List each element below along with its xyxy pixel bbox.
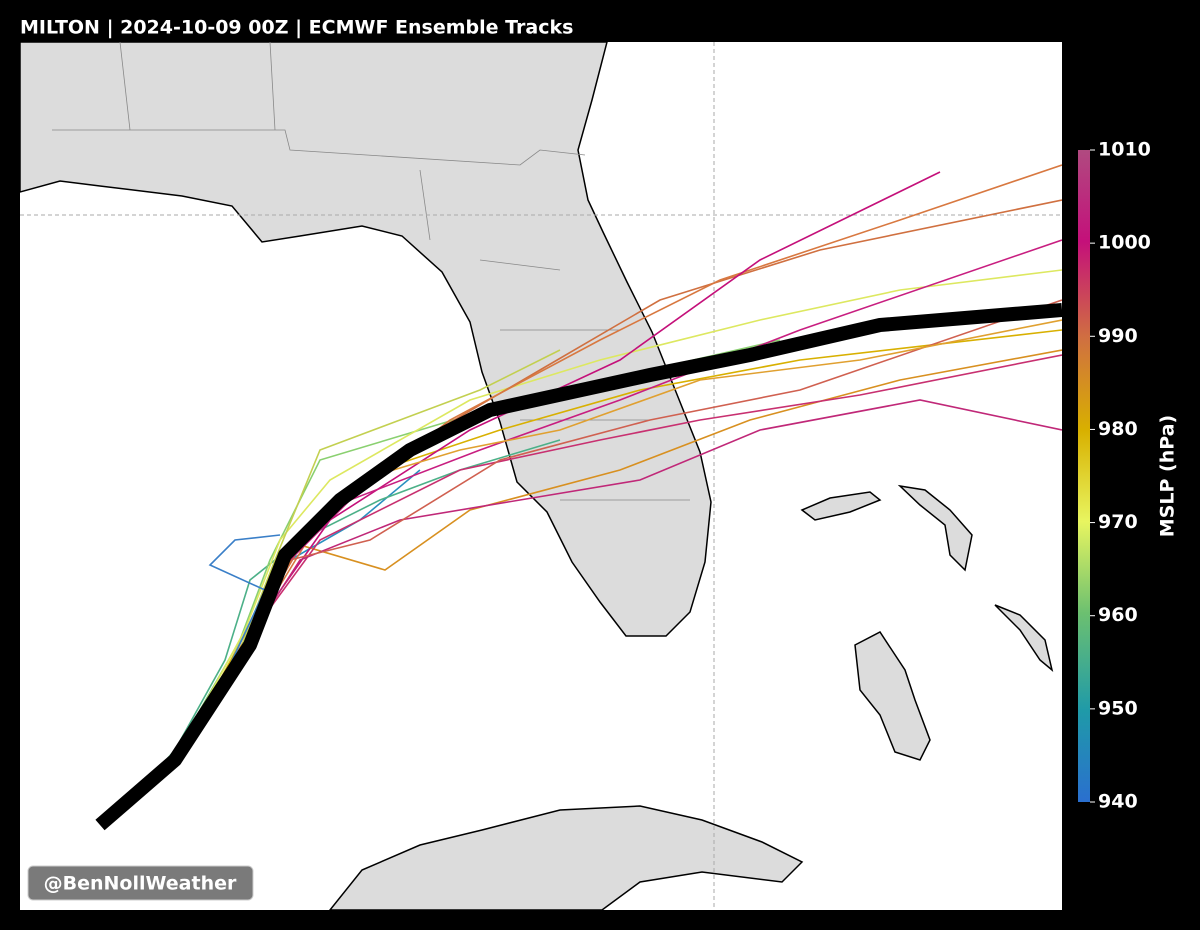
colorbar-tick-label: 980 [1098, 418, 1138, 440]
map: @BenNollWeather [20, 42, 1062, 910]
colorbar-tick-label: 940 [1098, 791, 1138, 813]
colorbar-tick-label: 950 [1098, 697, 1138, 719]
colorbar-ticks: 940 950 960 970 980 990 1000 1010 [1090, 139, 1151, 813]
colorbar [1078, 150, 1090, 802]
colorbar-tick-label: 1010 [1098, 139, 1151, 161]
abaco [897, 484, 973, 572]
cuba [329, 805, 804, 910]
watermark: @BenNollWeather [44, 873, 237, 895]
eleuthera [994, 604, 1054, 673]
colorbar-tick-label: 990 [1098, 325, 1138, 347]
state-borders [52, 42, 690, 501]
colorbar-tick-label: 960 [1098, 604, 1138, 626]
track [104, 269, 1062, 829]
ensemble-mean-track [95, 303, 1062, 831]
andros [854, 631, 931, 761]
colorbar-tick-label: 970 [1098, 511, 1138, 533]
watermark-box [27, 865, 254, 901]
colorbar-label: MSLP (hPa) [1157, 415, 1179, 537]
colorbar-tick-label: 1000 [1098, 232, 1151, 254]
grand-bahama [800, 491, 882, 521]
us-land [20, 42, 712, 637]
title: MILTON | 2024-10-09 00Z | ECMWF Ensemble… [20, 17, 573, 39]
